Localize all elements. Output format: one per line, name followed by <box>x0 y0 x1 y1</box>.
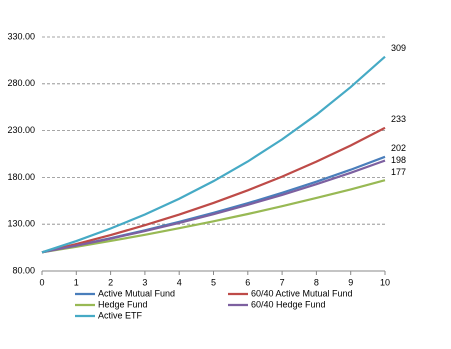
x-tick-label: 2 <box>108 277 113 287</box>
y-tick-label: 180.00 <box>7 172 35 182</box>
data-label: 198 <box>391 155 406 165</box>
y-tick-label: 80.00 <box>12 265 35 275</box>
x-tick-label: 0 <box>39 277 44 287</box>
x-tick-label: 3 <box>142 277 147 287</box>
series-line <box>41 55 386 254</box>
x-tick-label: 7 <box>280 277 285 287</box>
legend-label: Active Mutual Fund <box>98 288 175 298</box>
series-line <box>41 159 386 254</box>
series-line <box>41 126 386 254</box>
series-line <box>41 155 386 254</box>
x-tick-label: 4 <box>177 277 182 287</box>
y-tick-label: 330.00 <box>7 31 35 41</box>
data-label: 309 <box>391 43 406 53</box>
x-tick-label: 1 <box>74 277 79 287</box>
data-label: 177 <box>391 167 406 177</box>
y-tick-label: 280.00 <box>7 78 35 88</box>
legend-label: Active ETF <box>98 310 143 320</box>
y-tick-label: 130.00 <box>7 219 35 229</box>
legend-label: Hedge Fund <box>98 299 148 309</box>
data-label: 202 <box>391 143 406 153</box>
x-tick-label: 10 <box>380 277 390 287</box>
x-tick-label: 5 <box>211 277 216 287</box>
x-tick-label: 9 <box>348 277 353 287</box>
x-tick-label: 6 <box>245 277 250 287</box>
legend-label: 60/40 Active Mutual Fund <box>251 288 353 298</box>
x-tick-label: 8 <box>314 277 319 287</box>
data-label: 233 <box>391 114 406 124</box>
series-line <box>41 179 386 254</box>
legend-label: 60/40 Hedge Fund <box>251 299 326 309</box>
y-tick-label: 230.00 <box>7 125 35 135</box>
